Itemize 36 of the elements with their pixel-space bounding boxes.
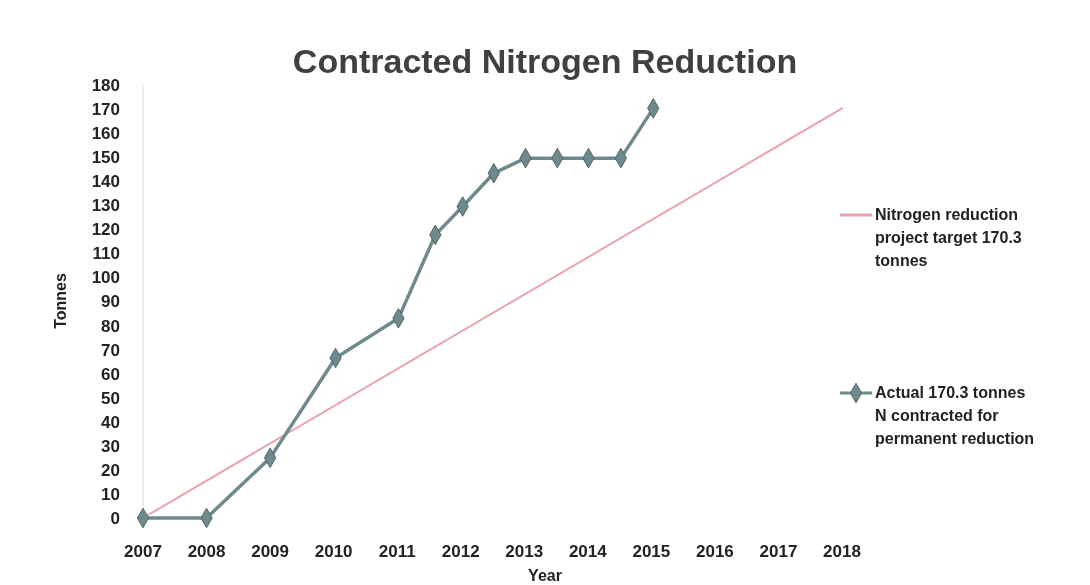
y-axis-title: Tonnes: [52, 273, 69, 329]
y-tick-label: 0: [110, 508, 120, 528]
y-tick-label: 110: [92, 244, 120, 264]
x-tick-label: 2010: [314, 542, 353, 561]
y-tick-label: 180: [91, 75, 120, 95]
x-tick-label: 2015: [632, 542, 671, 561]
y-tick-label: 150: [91, 148, 120, 168]
x-tick-label: 2011: [378, 542, 416, 561]
y-tick-label: 30: [101, 436, 120, 456]
y-tick-label: 140: [91, 172, 120, 192]
x-tick-label: 2012: [441, 542, 480, 561]
x-axis-title: Year: [528, 567, 562, 584]
y-tick-label: 100: [91, 268, 120, 288]
y-tick-label: 130: [91, 196, 120, 216]
y-tick-label: 50: [101, 388, 120, 408]
chart-title: Contracted Nitrogen Reduction: [292, 42, 798, 80]
x-tick-label: 2016: [696, 542, 734, 561]
x-tick-label: 2013: [505, 542, 544, 561]
y-tick-label: 80: [101, 316, 120, 336]
y-tick-label: 60: [101, 364, 120, 384]
x-tick-label: 2017: [759, 542, 798, 561]
x-tick-label: 2014: [568, 542, 608, 561]
x-tick-label: 2018: [823, 542, 861, 561]
y-tick-label: 170: [91, 100, 120, 120]
y-tick-label: 20: [101, 460, 120, 480]
y-tick-label: 90: [101, 292, 120, 312]
y-tick-label: 40: [101, 412, 120, 432]
y-tick-label: 70: [101, 340, 120, 360]
legend-label: Nitrogen reduction project target 170.3 tonnes: [875, 206, 1022, 269]
legend-label: Actual 170.3 tonnes N contracted for permanent reduction: [875, 384, 1035, 447]
x-tick-label: 2008: [187, 542, 226, 561]
y-tick-label: 160: [91, 124, 120, 144]
y-tick-label: 10: [101, 484, 120, 504]
y-tick-label: 120: [91, 220, 120, 240]
x-tick-label: 2009: [251, 542, 289, 561]
x-tick-label: 2007: [124, 542, 162, 561]
